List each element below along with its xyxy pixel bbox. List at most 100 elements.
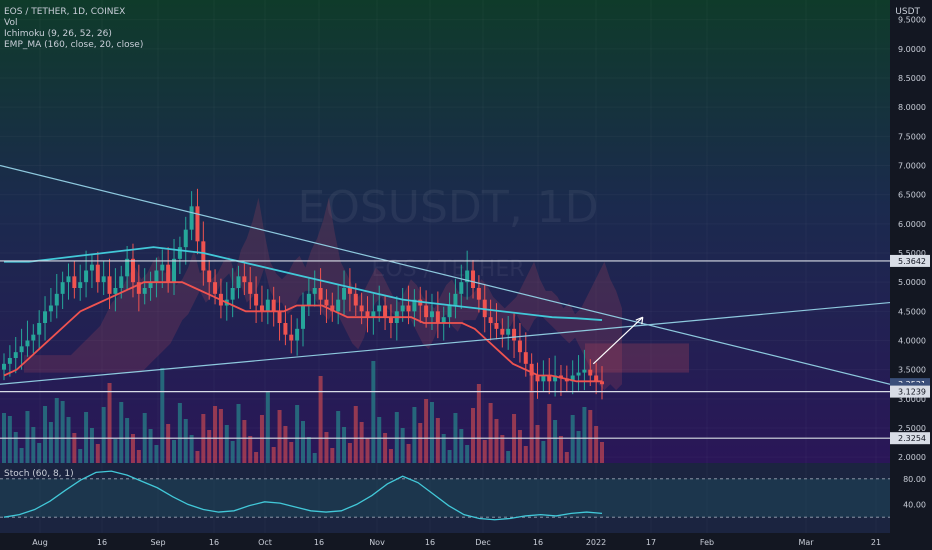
- candle-body-75: [441, 317, 446, 323]
- volume-bar-3: [19, 448, 24, 463]
- candle-body-84: [494, 323, 499, 329]
- x-tick-label-2: Sep: [150, 538, 165, 547]
- volume-bar-98: [576, 431, 581, 463]
- x-tick-label-9: 16: [533, 538, 543, 547]
- volume-bar-1: [7, 416, 12, 463]
- volume-bar-55: [324, 432, 329, 463]
- y-tick-label-12: 8.0000: [898, 103, 926, 112]
- candle-body-28: [166, 264, 171, 283]
- projection-arrow-shaft: [592, 316, 644, 365]
- main-pane-background: [0, 0, 890, 463]
- stoch-pane-background: [0, 463, 890, 533]
- candle-body-83: [488, 317, 493, 323]
- candle-body-20: [119, 276, 124, 288]
- ichimoku-cloud-area: [24, 197, 622, 391]
- candles: [2, 188, 604, 400]
- candle-body-13: [78, 282, 83, 288]
- candle-body-14: [84, 270, 89, 283]
- x-tick-label-14: 21: [871, 538, 881, 547]
- volume-bar-37: [218, 409, 223, 463]
- candle-body-80: [471, 270, 476, 288]
- volume-bar-94: [553, 420, 558, 463]
- candle-body-5: [31, 334, 36, 341]
- stoch-lines: [0, 470, 890, 521]
- vol-label: Vol: [4, 18, 17, 28]
- volume-bar-47: [277, 410, 282, 463]
- volume-bar-66: [388, 449, 393, 463]
- ema-line: [3, 281, 602, 383]
- candle-body-11: [66, 276, 71, 283]
- candle-body-24: [142, 288, 147, 294]
- candle-body-102: [600, 381, 604, 385]
- x-tick-label-11: 17: [646, 538, 656, 547]
- candle-body-17: [101, 276, 106, 283]
- candle-body-16: [95, 264, 100, 283]
- volume-bar-42: [248, 436, 253, 463]
- volume-bar-59: [347, 443, 352, 463]
- candle-body-51: [301, 305, 305, 329]
- candle-body-92: [541, 375, 546, 382]
- volume-bar-93: [547, 404, 552, 463]
- price-label-box-3: [890, 385, 930, 398]
- candle-body-58: [342, 288, 347, 300]
- volume-bar-92: [541, 441, 546, 463]
- y-tick-label-3: 3.5000: [898, 366, 926, 375]
- volume-bar-68: [400, 428, 405, 463]
- candle-body-4: [25, 340, 30, 347]
- volume-bar-83: [488, 403, 493, 463]
- candle-body-73: [429, 311, 434, 318]
- candle-body-12: [72, 276, 77, 288]
- volume-bar-61: [359, 422, 364, 463]
- candle-body-93: [547, 375, 552, 382]
- y-tick-label-10: 7.0000: [898, 162, 926, 171]
- volume-bar-14: [84, 412, 89, 463]
- x-tick-label-13: Mar: [798, 538, 814, 547]
- candle-body-68: [400, 305, 405, 312]
- candle-body-42: [248, 282, 253, 294]
- price-label-box-4: [890, 432, 930, 445]
- volume-bar-15: [89, 428, 94, 463]
- candle-body-49: [289, 334, 294, 341]
- candle-body-63: [371, 311, 376, 318]
- volume-bar-41: [242, 420, 247, 463]
- projection-arrow-head: [635, 316, 644, 325]
- candle-body-21: [125, 258, 130, 277]
- candle-body-101: [594, 375, 599, 382]
- time-axis-background: [0, 533, 932, 550]
- candle-body-35: [207, 270, 212, 283]
- candle-body-90: [529, 363, 534, 376]
- stoch-tick-label-1: 40.00: [903, 500, 926, 509]
- volume-bar-64: [377, 417, 382, 463]
- axis-labels: 2.0000 2.5000 3.0000 3.5000 4.0000 4.5000 5.00…: [32, 16, 930, 547]
- y-tick-label-0: 2.0000: [898, 453, 926, 462]
- volume-bar-101: [594, 426, 599, 463]
- candle-body-66: [388, 317, 393, 323]
- volume-bar-79: [465, 445, 470, 463]
- stoch-band: [0, 478, 890, 518]
- y-tick-label-11: 7.5000: [898, 132, 926, 141]
- candle-body-26: [154, 270, 159, 283]
- ma-line: [4, 246, 603, 321]
- volume-bar-30: [177, 403, 182, 463]
- volume-bar-58: [342, 427, 347, 463]
- volume-bar-100: [588, 410, 593, 463]
- trendline-ascending: [0, 301, 891, 385]
- currency-label: USDT: [895, 7, 920, 17]
- volume-bar-6: [37, 443, 42, 463]
- candle-body-7: [43, 311, 48, 323]
- volume-bar-78: [459, 429, 464, 463]
- volume-bar-52: [306, 437, 311, 463]
- trendline-descending: [0, 164, 891, 385]
- candle-body-2: [13, 352, 18, 358]
- volume-bar-102: [600, 442, 604, 463]
- candle-body-87: [512, 328, 517, 341]
- volume-bar-57: [336, 411, 341, 463]
- volume-bar-38: [224, 425, 229, 463]
- volume-bar-18: [107, 383, 112, 463]
- y-tick-label-13: 8.5000: [898, 74, 926, 83]
- symbol-title: EOS / TETHER, 1D, COINEX: [4, 7, 125, 17]
- candle-body-56: [330, 305, 335, 312]
- volume-bar-25: [148, 429, 153, 463]
